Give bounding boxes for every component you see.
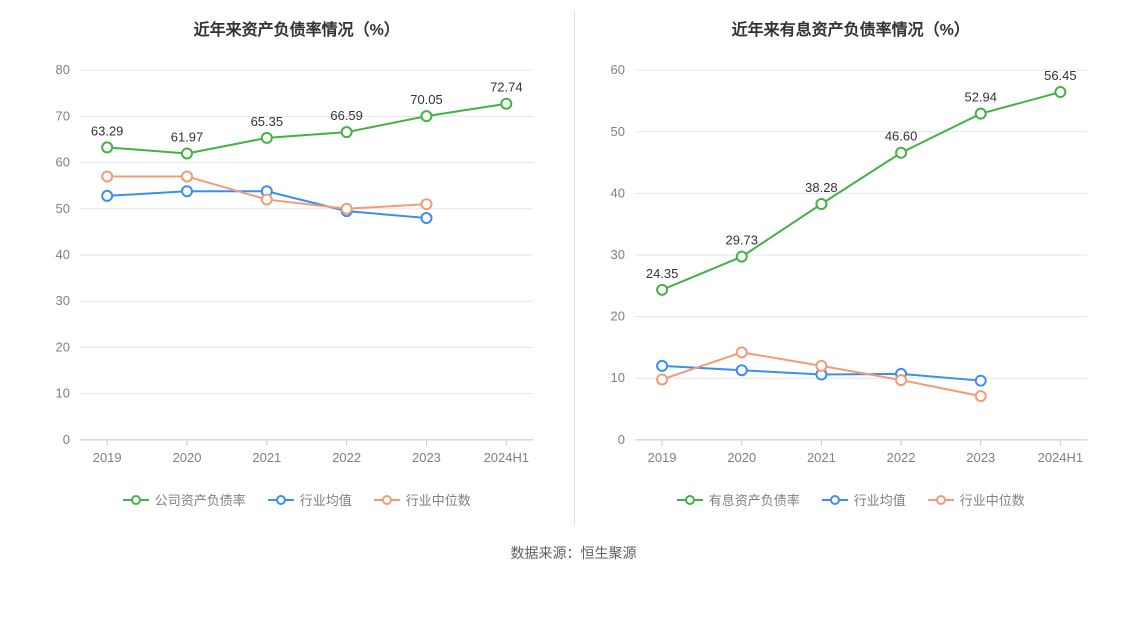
svg-text:46.60: 46.60 <box>884 129 916 144</box>
left-chart-title: 近年来资产负债率情况（%） <box>30 10 564 50</box>
svg-text:10: 10 <box>610 370 624 385</box>
svg-text:52.94: 52.94 <box>964 90 996 105</box>
legend-marker-icon <box>928 493 954 507</box>
svg-text:29.73: 29.73 <box>725 233 757 248</box>
svg-text:65.35: 65.35 <box>251 114 283 129</box>
svg-text:50: 50 <box>610 124 624 139</box>
legend-marker-icon <box>677 493 703 507</box>
svg-text:2023: 2023 <box>966 450 995 465</box>
source-name: 恒生聚源 <box>581 545 637 561</box>
svg-text:2021: 2021 <box>252 450 281 465</box>
svg-text:2024H1: 2024H1 <box>1037 450 1082 465</box>
legend-label: 行业均值 <box>854 490 906 509</box>
svg-text:66.59: 66.59 <box>330 108 362 123</box>
right-chart-plot: 0 10 20 30 40 50 60 2019 2020 2021 2022 2023 2024H1 2… <box>585 50 1118 480</box>
legend-label: 行业中位数 <box>960 490 1025 509</box>
legend-label: 行业中位数 <box>406 490 471 509</box>
svg-text:2020: 2020 <box>173 450 202 465</box>
svg-text:38.28: 38.28 <box>805 180 837 195</box>
right-legend-item-interest_bearing[interactable]: 有息资产负债率 <box>677 490 800 509</box>
charts-row: 近年来资产负债率情况（%） 01020304050607080201920202… <box>0 0 1147 525</box>
svg-text:63.29: 63.29 <box>91 123 123 138</box>
svg-text:30: 30 <box>56 293 70 308</box>
svg-text:2024H1: 2024H1 <box>484 450 529 465</box>
svg-text:70: 70 <box>56 108 70 123</box>
svg-text:2020: 2020 <box>727 450 756 465</box>
legend-label: 有息资产负债率 <box>709 490 800 509</box>
svg-text:50: 50 <box>56 201 70 216</box>
legend-marker-icon <box>374 493 400 507</box>
left-legend-item-industry_avg[interactable]: 行业均值 <box>268 490 352 509</box>
right-chart-legend: 有息资产负债率 行业均值 行业中位数 <box>585 480 1118 509</box>
svg-text:2019: 2019 <box>647 450 676 465</box>
right-legend-item-industry_avg[interactable]: 行业均值 <box>822 490 906 509</box>
source-label: 数据来源： <box>511 545 581 561</box>
svg-text:60: 60 <box>56 155 70 170</box>
svg-text:2021: 2021 <box>806 450 835 465</box>
legend-marker-icon <box>268 493 294 507</box>
svg-text:70.05: 70.05 <box>410 92 442 107</box>
svg-text:60: 60 <box>610 62 624 77</box>
svg-text:40: 40 <box>56 247 70 262</box>
legend-marker-icon <box>822 493 848 507</box>
svg-text:80: 80 <box>56 62 70 77</box>
svg-text:24.35: 24.35 <box>645 266 677 281</box>
svg-text:10: 10 <box>56 386 70 401</box>
svg-text:72.74: 72.74 <box>490 80 522 95</box>
legend-label: 行业均值 <box>300 490 352 509</box>
svg-text:30: 30 <box>610 247 624 262</box>
svg-text:0: 0 <box>617 432 624 447</box>
left-chart-legend: 公司资产负债率 行业均值 行业中位数 <box>30 480 564 509</box>
right-chart-panel: 近年来有息资产负债率情况（%） 0 10 20 30 40 50 60 2019 2020 202… <box>574 10 1128 525</box>
svg-text:0: 0 <box>63 432 70 447</box>
left-chart-panel: 近年来资产负债率情况（%） 0 10 20 30 40 50 60 70 80 2019 2020 2… <box>20 10 574 525</box>
svg-text:2022: 2022 <box>332 450 361 465</box>
svg-text:2023: 2023 <box>412 450 441 465</box>
data-source: 数据来源：恒生聚源 <box>0 525 1147 585</box>
right-chart-title: 近年来有息资产负债率情况（%） <box>585 10 1118 50</box>
svg-text:61.97: 61.97 <box>171 130 203 145</box>
left-chart-plot: 0 10 20 30 40 50 60 70 80 2019 2020 2021 2022 2023 202… <box>30 50 564 480</box>
svg-text:2019: 2019 <box>93 450 122 465</box>
svg-text:56.45: 56.45 <box>1044 68 1076 83</box>
svg-text:40: 40 <box>610 185 624 200</box>
svg-text:20: 20 <box>610 309 624 324</box>
left-legend-item-industry_median[interactable]: 行业中位数 <box>374 490 471 509</box>
svg-text:2022: 2022 <box>886 450 915 465</box>
legend-label: 公司资产负债率 <box>155 490 246 509</box>
right-legend-item-industry_median[interactable]: 行业中位数 <box>928 490 1025 509</box>
legend-marker-icon <box>123 493 149 507</box>
left-legend-item-company[interactable]: 公司资产负债率 <box>123 490 246 509</box>
svg-text:20: 20 <box>56 339 70 354</box>
